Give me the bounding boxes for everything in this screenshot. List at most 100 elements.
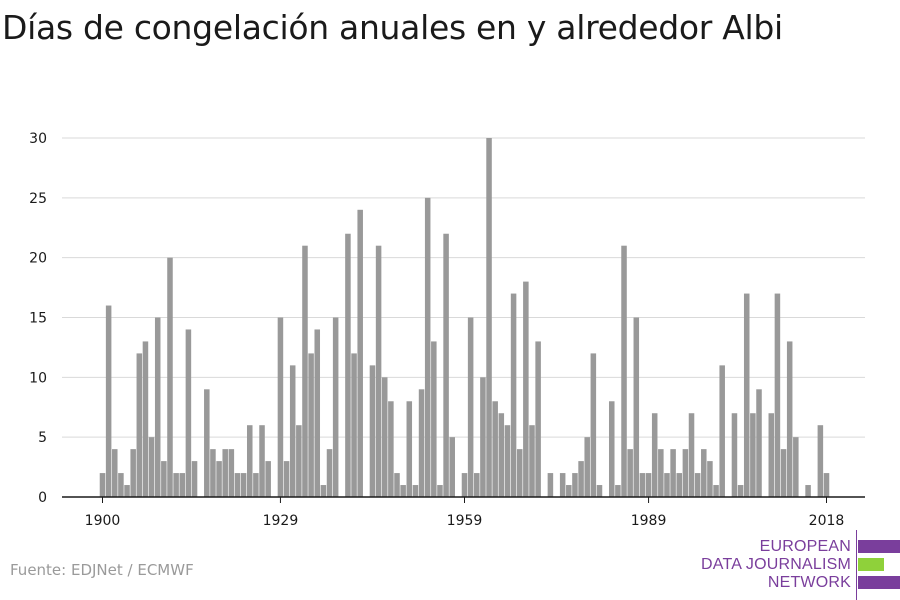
bar[interactable] bbox=[388, 401, 394, 497]
bar[interactable] bbox=[394, 473, 400, 497]
bar[interactable] bbox=[216, 461, 222, 497]
bar[interactable] bbox=[461, 473, 468, 497]
bar[interactable] bbox=[566, 485, 572, 497]
bar[interactable] bbox=[768, 413, 775, 497]
bar[interactable] bbox=[112, 449, 118, 497]
bar[interactable] bbox=[651, 413, 658, 497]
bar[interactable] bbox=[283, 461, 290, 497]
bar[interactable] bbox=[627, 449, 633, 497]
bar[interactable] bbox=[701, 449, 707, 497]
bar[interactable] bbox=[780, 449, 787, 497]
bar[interactable] bbox=[431, 341, 437, 497]
bar[interactable] bbox=[639, 473, 646, 497]
bar[interactable] bbox=[253, 473, 259, 497]
bar[interactable] bbox=[228, 449, 235, 497]
bar[interactable] bbox=[743, 293, 750, 497]
bar[interactable] bbox=[449, 437, 455, 497]
bar[interactable] bbox=[406, 401, 413, 497]
bar[interactable] bbox=[240, 473, 247, 497]
bar[interactable] bbox=[682, 449, 689, 497]
bar[interactable] bbox=[547, 473, 554, 497]
bar[interactable] bbox=[633, 317, 640, 498]
bar[interactable] bbox=[351, 353, 357, 497]
bar[interactable] bbox=[179, 473, 186, 497]
bar[interactable] bbox=[130, 449, 136, 497]
bar[interactable] bbox=[480, 377, 486, 497]
bar[interactable] bbox=[719, 365, 725, 497]
edjnet-logo[interactable]: EUROPEAN DATA JOURNALISM NETWORK bbox=[700, 530, 900, 600]
bar[interactable] bbox=[161, 461, 167, 497]
bar[interactable] bbox=[658, 449, 664, 497]
bar[interactable] bbox=[615, 485, 621, 497]
bar[interactable] bbox=[265, 461, 271, 497]
bar[interactable] bbox=[308, 353, 314, 497]
bar[interactable] bbox=[222, 449, 228, 497]
bar[interactable] bbox=[345, 233, 351, 497]
bar[interactable] bbox=[817, 425, 824, 497]
bar[interactable] bbox=[210, 449, 216, 497]
bar[interactable] bbox=[369, 365, 376, 497]
bar[interactable] bbox=[412, 485, 419, 497]
bar[interactable] bbox=[535, 341, 541, 497]
bar[interactable] bbox=[676, 473, 683, 497]
bar[interactable] bbox=[302, 245, 308, 497]
bar[interactable] bbox=[670, 449, 676, 497]
bar[interactable] bbox=[124, 485, 130, 497]
bar[interactable] bbox=[486, 138, 492, 497]
bar[interactable] bbox=[474, 473, 480, 497]
bar[interactable] bbox=[559, 473, 566, 497]
bar[interactable] bbox=[185, 329, 192, 497]
bar[interactable] bbox=[510, 293, 517, 497]
bar[interactable] bbox=[731, 413, 738, 497]
bar[interactable] bbox=[572, 473, 578, 497]
bar[interactable] bbox=[320, 485, 327, 497]
bar[interactable] bbox=[467, 317, 474, 498]
bar[interactable] bbox=[688, 413, 695, 497]
bar[interactable] bbox=[621, 245, 627, 497]
bar[interactable] bbox=[498, 413, 505, 497]
bar[interactable] bbox=[793, 437, 799, 497]
bar[interactable] bbox=[750, 413, 756, 497]
bar[interactable] bbox=[443, 233, 449, 497]
bar[interactable] bbox=[823, 473, 830, 497]
bar[interactable] bbox=[774, 293, 781, 497]
bar[interactable] bbox=[105, 305, 112, 497]
bar[interactable] bbox=[805, 485, 811, 497]
bar[interactable] bbox=[246, 425, 253, 497]
bar[interactable] bbox=[737, 485, 744, 497]
bar[interactable] bbox=[118, 473, 124, 497]
bar[interactable] bbox=[277, 317, 284, 498]
bar[interactable] bbox=[314, 329, 321, 497]
bar[interactable] bbox=[296, 425, 302, 497]
bar[interactable] bbox=[289, 365, 296, 497]
bar[interactable] bbox=[418, 389, 425, 497]
bar[interactable] bbox=[375, 245, 382, 497]
bar[interactable] bbox=[424, 197, 431, 498]
bar[interactable] bbox=[437, 485, 443, 497]
bar[interactable] bbox=[516, 449, 523, 497]
bar[interactable] bbox=[148, 437, 155, 497]
bar[interactable] bbox=[664, 473, 670, 497]
bar[interactable] bbox=[608, 401, 615, 497]
bar[interactable] bbox=[694, 473, 701, 497]
bar[interactable] bbox=[259, 425, 265, 497]
bar[interactable] bbox=[400, 485, 406, 497]
bar[interactable] bbox=[578, 461, 584, 497]
bar[interactable] bbox=[492, 401, 498, 497]
bar[interactable] bbox=[381, 377, 388, 497]
bar[interactable] bbox=[529, 425, 535, 497]
bar[interactable] bbox=[645, 473, 652, 497]
bar[interactable] bbox=[596, 485, 603, 497]
bar[interactable] bbox=[142, 341, 149, 497]
bar[interactable] bbox=[523, 281, 529, 497]
bar[interactable] bbox=[713, 485, 719, 497]
bar[interactable] bbox=[167, 257, 173, 497]
bar[interactable] bbox=[154, 317, 161, 498]
bar[interactable] bbox=[707, 461, 713, 497]
bar[interactable] bbox=[756, 389, 762, 497]
bar[interactable] bbox=[326, 449, 333, 497]
bar[interactable] bbox=[590, 353, 597, 497]
bar[interactable] bbox=[786, 341, 793, 497]
bar[interactable] bbox=[234, 473, 241, 497]
bar[interactable] bbox=[173, 473, 179, 497]
